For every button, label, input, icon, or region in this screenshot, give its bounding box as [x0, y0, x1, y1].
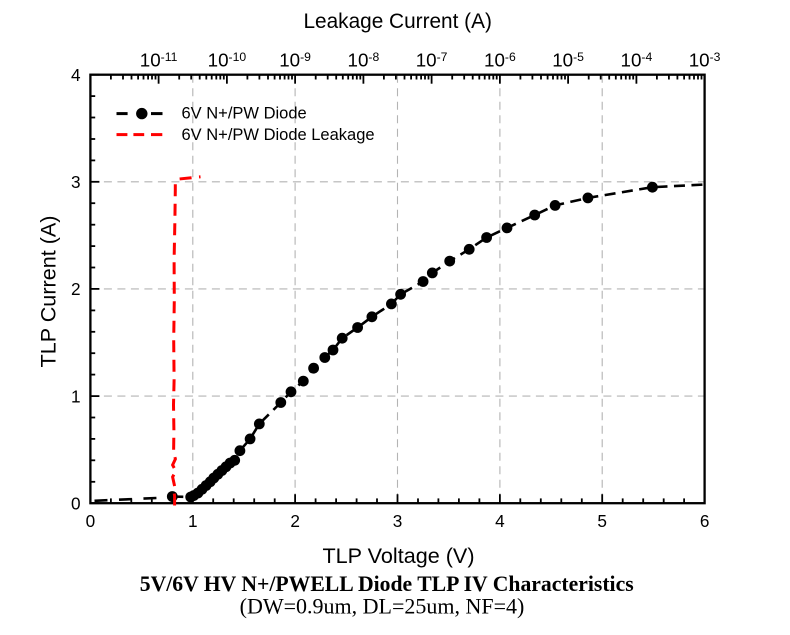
svg-text:5V/6V HV N+/PWELL Diode TLP IV: 5V/6V HV N+/PWELL Diode TLP IV Character…: [140, 572, 634, 596]
svg-text:2: 2: [71, 279, 81, 299]
svg-text:TLP Voltage (V): TLP Voltage (V): [322, 543, 474, 568]
svg-text:4: 4: [71, 65, 81, 85]
svg-text:0: 0: [71, 493, 81, 513]
svg-text:Leakage Current (A): Leakage Current (A): [303, 10, 491, 33]
svg-text:1: 1: [188, 511, 198, 531]
svg-text:3: 3: [393, 511, 403, 531]
svg-text:6V N+/PW Diode Leakage: 6V N+/PW Diode Leakage: [182, 126, 375, 144]
svg-text:3: 3: [71, 172, 81, 192]
svg-text:TLP Current (A): TLP Current (A): [36, 216, 61, 368]
svg-text:2: 2: [290, 511, 300, 531]
svg-text:1: 1: [71, 386, 81, 406]
svg-text:4: 4: [495, 511, 505, 531]
svg-text:5: 5: [597, 511, 607, 531]
svg-text:(DW=0.9um, DL=25um, NF=4): (DW=0.9um, DL=25um, NF=4): [240, 594, 525, 619]
svg-text:0: 0: [86, 511, 96, 531]
svg-text:6: 6: [700, 511, 710, 531]
svg-text:6V N+/PW Diode: 6V N+/PW Diode: [182, 104, 307, 122]
